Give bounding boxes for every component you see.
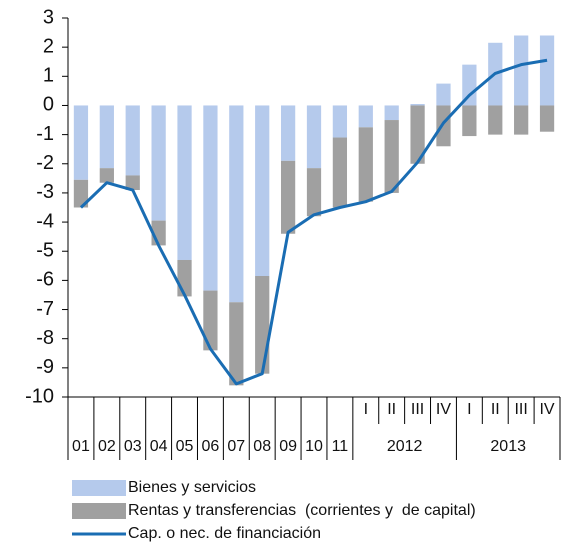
y-tick-label: 3 — [43, 6, 54, 28]
bar — [306, 168, 322, 217]
x-tick-label: 09 — [279, 438, 297, 455]
bar — [436, 83, 451, 106]
line — [79, 58, 548, 386]
bar — [177, 259, 192, 297]
x-tick-label: 05 — [176, 438, 194, 455]
y-tick-label: -5 — [36, 240, 54, 262]
y-tick-label: -4 — [36, 210, 54, 232]
legend-swatch — [72, 480, 126, 496]
bar — [177, 105, 192, 260]
legend-label: Cap. o nec. de financiación — [128, 525, 321, 542]
bar — [255, 276, 270, 374]
bar — [151, 105, 166, 221]
legend-swatch — [72, 503, 126, 519]
x-tick-label: IV — [539, 401, 554, 418]
bar — [255, 105, 270, 277]
bar — [488, 105, 503, 135]
bar — [306, 105, 322, 169]
bar — [280, 105, 296, 161]
y-tick-label: -9 — [36, 356, 54, 378]
x-group-label: 2013 — [490, 438, 526, 455]
bar — [203, 105, 218, 291]
y-tick-label: -10 — [25, 385, 54, 407]
y-tick-label: 2 — [43, 35, 54, 57]
legend-label: Rentas y transferencias (corrientes y de… — [128, 502, 476, 519]
legend-label: Bienes y servicios — [128, 479, 256, 496]
x-group-label: 2012 — [387, 438, 423, 455]
x-tick-label: 11 — [332, 438, 349, 455]
y-tick-label: -1 — [36, 123, 54, 145]
bar — [229, 105, 244, 303]
bar — [436, 105, 451, 147]
y-tick-label: -8 — [36, 327, 54, 349]
bar — [462, 105, 477, 137]
x-tick-label: 04 — [150, 438, 168, 455]
bar — [99, 105, 114, 169]
bar — [384, 105, 399, 121]
x-tick-label: 08 — [253, 438, 271, 455]
x-tick-label: 06 — [202, 438, 220, 455]
bar — [514, 35, 529, 106]
bar — [125, 175, 140, 191]
bar — [73, 179, 89, 208]
y-tick-label: 0 — [43, 94, 54, 116]
bar — [358, 105, 373, 128]
bar — [280, 160, 296, 234]
bar — [229, 302, 244, 386]
x-tick-label: 02 — [98, 438, 116, 455]
bar — [125, 105, 140, 176]
x-tick-label: III — [514, 401, 527, 418]
bar — [358, 127, 373, 202]
bar — [514, 105, 529, 135]
x-tick-label: IV — [436, 401, 451, 418]
x-tick-label: II — [491, 401, 500, 418]
y-tick-label: -3 — [36, 181, 54, 203]
bar — [410, 105, 425, 164]
x-tick-label: 01 — [72, 438, 90, 455]
x-tick-label: 07 — [227, 438, 245, 455]
y-tick-label: 1 — [43, 65, 54, 87]
bar — [99, 168, 114, 183]
y-tick-label: -2 — [36, 152, 54, 174]
bar — [332, 105, 348, 138]
x-tick-label: I — [467, 401, 471, 418]
bar — [203, 290, 218, 351]
y-tick-label: -6 — [36, 269, 54, 291]
x-tick-label: 03 — [124, 438, 142, 455]
bar — [539, 35, 555, 106]
bar — [73, 105, 89, 180]
y-tick-label: -7 — [36, 298, 54, 320]
bar — [384, 120, 399, 193]
x-tick-label: I — [364, 401, 368, 418]
bar — [462, 64, 477, 106]
bar — [410, 104, 425, 106]
bar — [539, 105, 555, 132]
x-tick-label: II — [387, 401, 396, 418]
x-tick-label: III — [411, 401, 424, 418]
bar — [332, 137, 348, 208]
x-tick-label: 10 — [305, 438, 323, 455]
